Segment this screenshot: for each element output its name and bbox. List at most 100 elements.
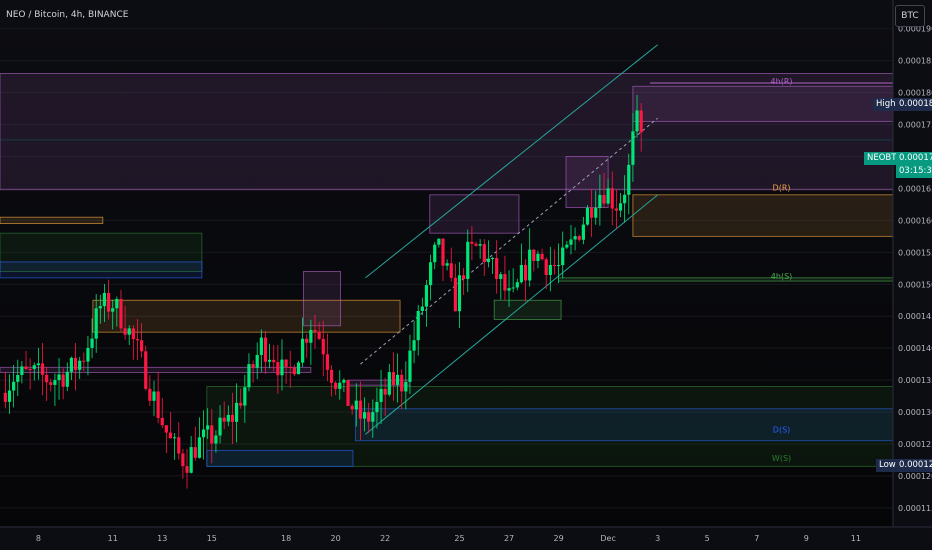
candle-body	[189, 447, 193, 473]
zone-box	[429, 194, 520, 234]
candle-body	[334, 382, 338, 389]
x-tick-label: 5	[705, 534, 710, 543]
candle-body	[449, 263, 453, 278]
candle-body	[259, 337, 263, 355]
candle-body	[606, 188, 610, 204]
y-tick-label: 0.0001550	[898, 248, 932, 257]
zone-box	[0, 73, 894, 191]
candle-body	[185, 466, 189, 473]
candle-body	[69, 357, 74, 372]
candle-body	[362, 412, 367, 419]
candle-body	[20, 366, 24, 375]
x-tick-label: 3	[655, 534, 660, 543]
candle-body	[78, 360, 82, 370]
channel-mid-line	[360, 117, 658, 365]
candle-body	[181, 453, 185, 467]
candle-body	[585, 207, 590, 225]
candle-body	[342, 379, 346, 383]
x-tick-label: 18	[281, 534, 291, 543]
candle-body	[73, 357, 78, 370]
chart-title: NEO / Bitcoin, 4h, BINANCE	[6, 10, 129, 20]
candle-body	[317, 331, 321, 339]
candle-body	[148, 388, 152, 401]
y-tick-label: 0.0001650	[898, 184, 932, 193]
candle-body	[528, 249, 532, 281]
candle-body	[523, 264, 528, 281]
candle-body	[602, 194, 606, 204]
candle-body	[375, 401, 379, 413]
candle-body	[445, 263, 449, 266]
candle-body	[565, 244, 569, 248]
candle-body	[292, 367, 296, 375]
candle-body	[329, 369, 334, 383]
zone-label: W(S)	[772, 454, 791, 463]
candle-body	[610, 188, 614, 209]
x-tick-label: 25	[454, 534, 464, 543]
candle-body	[416, 310, 420, 341]
candle-body	[486, 258, 491, 263]
candle-body	[276, 362, 280, 376]
x-tick-label: 15	[207, 534, 217, 543]
channel-upper-line	[365, 44, 658, 279]
candle-body	[577, 236, 581, 240]
zone-label: D(R)	[773, 183, 791, 192]
candle-body	[86, 347, 90, 362]
candle-body	[598, 194, 602, 208]
price-axis-panel	[893, 0, 932, 550]
zone-box	[303, 271, 342, 327]
candle-body	[288, 366, 292, 368]
candle-body	[519, 264, 524, 283]
y-tick-label: 0.0001250	[898, 440, 932, 449]
candle-body	[127, 328, 131, 335]
symbol-badge: NEOBTC	[864, 152, 905, 165]
candle-body	[453, 277, 457, 312]
candle-body	[631, 131, 635, 165]
candle-body	[379, 388, 383, 402]
zone-box	[0, 261, 203, 279]
candle-body	[470, 241, 474, 244]
currency-button[interactable]: BTC	[895, 5, 925, 27]
x-tick-label: 22	[380, 534, 390, 543]
candle-body	[16, 374, 20, 382]
candle-body	[32, 365, 36, 369]
candle-body	[474, 243, 478, 246]
candle-body	[53, 380, 57, 385]
candle-body	[581, 224, 585, 240]
y-tick-label: 0.0001850	[898, 57, 932, 66]
candle-body	[102, 292, 107, 307]
candle-body	[420, 306, 424, 311]
candle-body	[544, 259, 548, 275]
candle-body	[49, 382, 53, 385]
candle-body	[383, 388, 387, 395]
candle-body	[321, 338, 325, 355]
candle-body	[391, 372, 396, 385]
candle-body	[135, 339, 140, 341]
candle-body	[313, 329, 317, 332]
zone-box	[493, 299, 562, 320]
candle-body	[536, 253, 540, 261]
candle-body	[218, 417, 222, 436]
zone-label: D(S)	[773, 425, 790, 434]
candle-body	[177, 437, 181, 454]
candle-body	[255, 354, 259, 368]
candle-body	[466, 241, 470, 279]
candle-body	[627, 164, 631, 195]
x-tick-label: 7	[754, 534, 759, 543]
candle-body	[94, 308, 98, 339]
candle-body	[7, 390, 12, 402]
candle-body	[511, 287, 515, 289]
candle-body	[561, 247, 565, 266]
candle-body	[424, 285, 429, 307]
candle-body	[350, 405, 354, 410]
candle-body	[556, 265, 561, 267]
candle-body	[230, 414, 235, 422]
x-tick-label: 11	[108, 534, 118, 543]
candle-body	[540, 253, 544, 260]
candle-body	[210, 425, 214, 444]
candle-body	[499, 274, 503, 279]
y-tick-label: 0.0001200	[898, 472, 932, 481]
zone-box	[0, 232, 203, 272]
candle-body	[98, 306, 102, 309]
